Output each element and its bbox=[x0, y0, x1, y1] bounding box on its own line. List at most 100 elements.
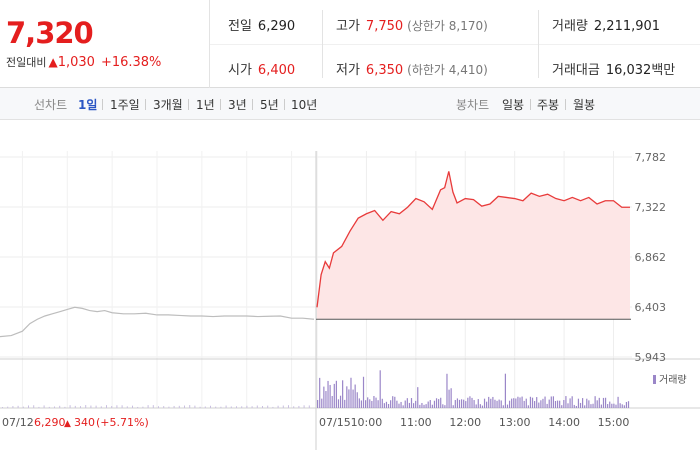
volume-bar bbox=[158, 406, 159, 408]
tab-1d[interactable]: 1일 bbox=[78, 98, 98, 112]
stat-label: 전일 bbox=[228, 19, 252, 34]
volume-bar bbox=[337, 399, 340, 408]
volume-bar bbox=[569, 398, 571, 408]
volume-bar bbox=[563, 400, 565, 408]
price-chart: 7,782 7,322 6,862 6,403 5,943 거래량 07/15 10:00 11… bbox=[0, 121, 700, 450]
volume-bar bbox=[17, 405, 19, 408]
volume-bar bbox=[173, 405, 175, 408]
volume-bar bbox=[446, 373, 448, 408]
tab-1y[interactable]: 1년 bbox=[196, 98, 215, 112]
volume-bar bbox=[356, 392, 358, 408]
volume-bar bbox=[556, 400, 559, 408]
volume-bar bbox=[463, 399, 465, 408]
volume-bar bbox=[12, 406, 14, 408]
volume-bar bbox=[251, 406, 253, 408]
tab-divider bbox=[284, 99, 285, 110]
volume-bar bbox=[339, 395, 342, 408]
tab-monthly-candle[interactable]: 월봉 bbox=[573, 98, 596, 112]
volume-bar bbox=[508, 400, 511, 408]
tab-daily-candle[interactable]: 일봉 bbox=[502, 98, 525, 112]
volume-bar bbox=[511, 398, 513, 408]
volume-bar bbox=[515, 398, 517, 408]
volume-bar bbox=[377, 400, 379, 408]
volume-bar bbox=[277, 405, 279, 408]
volume-bar bbox=[90, 405, 92, 408]
volume-bar bbox=[627, 401, 630, 408]
volume-bar bbox=[375, 397, 377, 408]
volume-bar bbox=[48, 406, 50, 408]
volume-bar bbox=[521, 396, 523, 408]
series-area-today bbox=[317, 171, 630, 320]
volume-bar bbox=[121, 405, 123, 408]
tab-3m[interactable]: 3개월 bbox=[153, 98, 183, 112]
volume-bar bbox=[559, 400, 561, 408]
volume-bar bbox=[348, 389, 350, 408]
volume-bar bbox=[536, 397, 538, 408]
volume-bar bbox=[116, 405, 118, 408]
volume-bar bbox=[308, 405, 310, 408]
volume-bar bbox=[438, 399, 440, 408]
volume-bar bbox=[550, 396, 552, 408]
change-amount: 1,030 bbox=[57, 55, 95, 70]
tab-3y[interactable]: 3년 bbox=[228, 98, 247, 112]
stat-label: 고가 bbox=[336, 19, 360, 34]
volume-bar bbox=[189, 405, 191, 408]
stat-label: 거래대금 bbox=[552, 63, 600, 78]
volume-bar bbox=[346, 386, 348, 408]
volume-bar bbox=[579, 402, 582, 408]
volume-bar bbox=[132, 405, 133, 408]
tab-weekly-candle[interactable]: 주봉 bbox=[537, 98, 560, 112]
volume-bar bbox=[364, 400, 367, 408]
stats-panel: 전일 6,290 시가 6,400 고가 7,750 (상한가 8,170) 저가 6,3… bbox=[210, 0, 700, 88]
volume-bar bbox=[303, 405, 305, 408]
price-box: 7,320 전일대비 ▲1,030 +16.38% bbox=[0, 0, 210, 88]
volume-bar bbox=[241, 406, 243, 408]
tab-divider bbox=[188, 99, 189, 110]
volume-bar bbox=[429, 400, 431, 408]
x-tick-label: 15:00 bbox=[598, 416, 630, 429]
volume-bar bbox=[383, 403, 385, 408]
volume-bar bbox=[59, 405, 61, 408]
volume-bar bbox=[504, 373, 506, 408]
volume-bar bbox=[262, 406, 263, 408]
volume-bar bbox=[488, 396, 490, 408]
volume-bar bbox=[80, 406, 81, 408]
volume-bar bbox=[142, 406, 144, 408]
stat-unit: 백만 bbox=[651, 63, 676, 78]
line-chart-label: 선차트 bbox=[34, 98, 68, 112]
volume-bar bbox=[609, 401, 611, 408]
volume-bar bbox=[534, 401, 536, 408]
volume-bar bbox=[215, 406, 217, 408]
volume-bar bbox=[598, 397, 600, 408]
stats-divider bbox=[210, 44, 700, 45]
volume-bar bbox=[352, 389, 354, 408]
volume-bar bbox=[486, 401, 488, 408]
volume-bar bbox=[590, 404, 592, 408]
volume-bar bbox=[448, 389, 450, 408]
tab-1w[interactable]: 1주일 bbox=[110, 98, 140, 112]
volume-bar bbox=[542, 398, 544, 408]
volume-bar bbox=[111, 406, 113, 408]
stat-prev-close: 전일 6,290 bbox=[228, 15, 295, 34]
chart-area-fill bbox=[317, 171, 630, 320]
volume-bar bbox=[469, 396, 471, 408]
volume-bar bbox=[527, 405, 529, 408]
stat-open: 시가 6,400 bbox=[228, 59, 295, 78]
stat-value: 6,350 bbox=[365, 63, 404, 78]
volume-bar bbox=[529, 396, 532, 408]
volume-bar bbox=[544, 396, 546, 408]
volume-bar bbox=[519, 397, 521, 408]
volume-bar bbox=[496, 400, 498, 408]
stat-value: 7,750 bbox=[365, 19, 404, 34]
tab-5y[interactable]: 5년 bbox=[260, 98, 279, 112]
volume-bar bbox=[577, 398, 580, 408]
volume-bar bbox=[293, 406, 295, 408]
chart-tabs: 선차트 1일 1주일 3개월 1년 3년 5년 10년 봉차트 일봉 주봉 월봉 bbox=[0, 88, 700, 120]
tab-10y[interactable]: 10년 bbox=[291, 98, 318, 112]
tab-divider bbox=[565, 99, 566, 110]
tab-divider bbox=[530, 99, 531, 110]
stat-sub: (하한가 4,410) bbox=[407, 63, 488, 77]
volume-bar bbox=[390, 400, 392, 408]
volume-bar bbox=[331, 396, 333, 408]
volume-bar bbox=[95, 405, 97, 408]
